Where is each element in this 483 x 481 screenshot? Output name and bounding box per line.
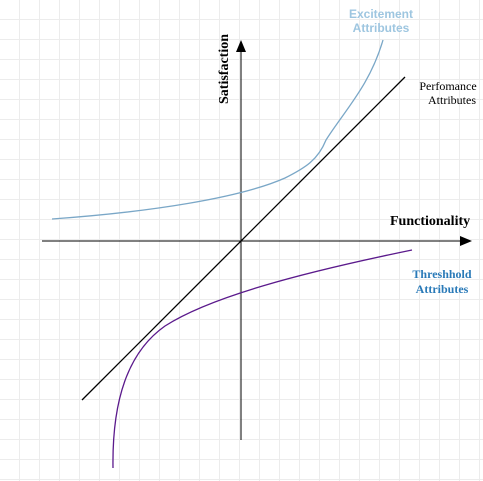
- x-axis-label: Functionality: [390, 214, 470, 229]
- y-axis-label: Satisfaction: [217, 34, 232, 104]
- excitement-label-line2: Attributes: [353, 21, 410, 35]
- y-axis-arrowhead: [236, 40, 246, 52]
- performance-label-line2: Attributes: [428, 93, 476, 107]
- threshold-curve: [112, 249, 413, 469]
- performance-label-line1: Perfomance: [419, 79, 476, 93]
- x-axis-arrowhead: [460, 236, 472, 246]
- threshold-label-line1: Threshhold: [412, 267, 471, 281]
- excitement-label-line1: Excitement: [349, 7, 413, 21]
- threshold-label-line2: Attributes: [416, 282, 469, 296]
- performance-curve: [81, 76, 406, 401]
- excitement-curve: [51, 39, 384, 220]
